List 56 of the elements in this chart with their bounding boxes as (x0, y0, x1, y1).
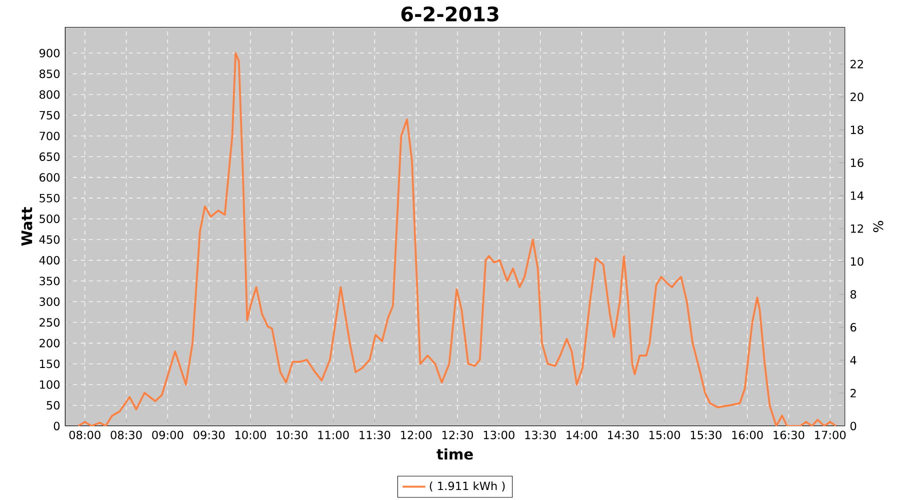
x-tick-label: 16:30 (774, 430, 804, 440)
y2-tick-label: 14 (850, 192, 864, 200)
y2-tick-label: 8 (850, 290, 856, 299)
y-tick-label: 250 (40, 318, 60, 327)
y-tick-label: 200 (40, 338, 60, 348)
legend-label: ( 1.911 kWh ) (430, 481, 505, 492)
x-tick-label: 11:00 (318, 430, 349, 440)
y-tick-label: 550 (40, 194, 60, 202)
y-tick-label: 100 (40, 380, 60, 389)
y2-tick-label: 22 (850, 60, 863, 68)
x-tick-label: 14:30 (608, 430, 639, 440)
y2-tick-label: 12 (850, 224, 863, 233)
x-tick-label: 10:00 (235, 430, 266, 440)
y-tick-label: 750 (40, 110, 60, 120)
line-series (77, 52, 837, 426)
y2-tick-label: 4 (850, 356, 856, 364)
y-axis-title: Watt (21, 207, 32, 246)
x-tick-label: 12:00 (401, 430, 432, 440)
x-tick-label: 15:30 (690, 430, 722, 440)
y-tick-label: 450 (39, 235, 60, 244)
x-tick-label: 08:00 (69, 430, 100, 440)
y-tick-label: 400 (39, 256, 60, 265)
y-tick-label: 0 (54, 422, 60, 430)
y-tick-label: 600 (40, 173, 60, 182)
x-tick-label: 09:00 (152, 430, 184, 440)
x-tick-label: 15:00 (649, 430, 680, 440)
x-tick-label: 11:30 (360, 430, 390, 440)
y2-tick-label: 16 (850, 158, 864, 168)
x-tick-label: 14:00 (566, 430, 598, 440)
x-tick-label: 09:30 (194, 430, 225, 440)
x-tick-label: 08:30 (110, 430, 142, 440)
y-tick-label: 500 (40, 214, 60, 224)
y2-tick-label: 18 (850, 126, 864, 134)
y-tick-label: 50 (46, 401, 60, 410)
x-tick-label: 16:00 (732, 430, 763, 440)
y-tick-label: 300 (40, 297, 60, 306)
y2-tick-label: 20 (850, 92, 864, 102)
x-tick-label: 13:00 (484, 430, 514, 440)
y-tick-label: 900 (39, 48, 60, 58)
x-tick-label: 12:30 (442, 430, 474, 440)
y2-tick-label: 2 (850, 388, 856, 398)
y-tick-label: 800 (40, 90, 60, 99)
y-tick-label: 650 (40, 152, 60, 161)
y2-tick-label: 10 (850, 257, 864, 266)
y-tick-label: 850 (40, 70, 60, 78)
y2-tick-label: 6 (850, 323, 856, 332)
x-tick-label: 13:30 (525, 430, 556, 440)
y2-axis-title: % (873, 220, 884, 232)
y-tick-label: 700 (40, 132, 60, 140)
y-tick-label: 150 (40, 360, 60, 368)
y-tick-label: 350 (40, 276, 60, 286)
x-tick-label: 17:00 (815, 430, 846, 440)
x-axis-title: time (436, 448, 473, 460)
y2-tick-label: 0 (850, 422, 856, 430)
chart-title: 6-2-2013 (401, 6, 498, 22)
x-tick-label: 10:30 (276, 430, 308, 440)
